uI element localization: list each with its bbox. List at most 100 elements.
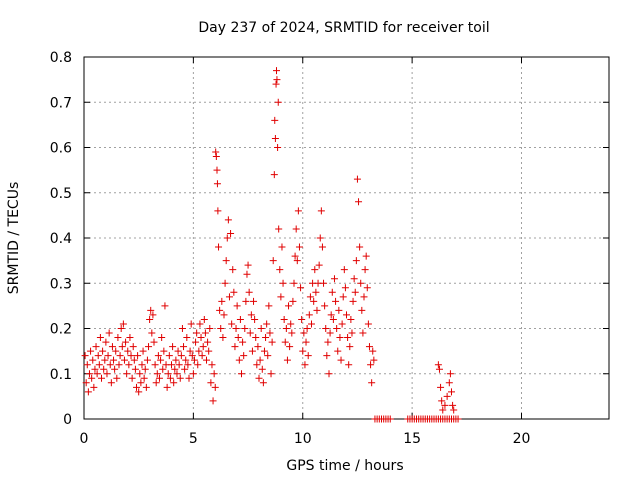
data-point	[114, 334, 122, 342]
data-point	[212, 148, 220, 156]
data-point	[310, 297, 318, 305]
data-point	[189, 370, 197, 378]
data-point	[313, 306, 321, 314]
data-point	[188, 352, 196, 360]
data-point	[81, 352, 89, 360]
data-point	[108, 343, 116, 351]
data-point	[335, 306, 343, 314]
data-point	[221, 279, 229, 287]
data-point	[306, 293, 314, 301]
data-point	[99, 347, 107, 355]
data-point	[130, 356, 138, 364]
data-point	[302, 338, 310, 346]
data-point	[363, 284, 371, 292]
data-point	[304, 352, 312, 360]
data-point	[330, 275, 338, 283]
data-point	[356, 243, 364, 251]
data-point	[273, 67, 280, 75]
data-point	[336, 334, 344, 342]
data-point	[364, 320, 372, 328]
data-point	[298, 315, 306, 323]
data-point	[357, 279, 365, 287]
data-point	[148, 329, 156, 337]
data-point	[324, 338, 332, 346]
data-point	[136, 370, 144, 378]
data-point	[113, 374, 121, 382]
data-point	[104, 352, 112, 360]
data-point	[210, 370, 218, 378]
data-point	[386, 415, 394, 423]
data-point	[439, 406, 447, 414]
data-point	[169, 343, 177, 351]
data-point	[355, 198, 363, 206]
data-point	[153, 370, 161, 378]
data-point	[274, 144, 282, 151]
data-point	[83, 361, 91, 369]
data-point	[170, 379, 178, 387]
data-point	[101, 356, 109, 364]
data-point	[449, 401, 457, 409]
data-point	[448, 388, 455, 396]
data-point	[89, 356, 97, 364]
data-point	[152, 379, 160, 387]
data-point	[234, 334, 242, 342]
data-point	[147, 306, 155, 314]
data-point	[213, 180, 221, 188]
data-point	[117, 325, 125, 332]
data-point	[268, 338, 276, 346]
data-point	[85, 370, 93, 378]
data-point	[214, 207, 222, 215]
data-point	[134, 352, 142, 360]
data-point	[285, 302, 293, 310]
y-tick-label: 0.1	[50, 367, 72, 383]
data-point	[212, 153, 220, 161]
data-point	[263, 320, 271, 328]
data-point	[228, 320, 236, 328]
y-tick-label: 0.3	[50, 276, 72, 292]
data-point	[175, 361, 183, 369]
data-point	[240, 352, 248, 360]
chart-title: Day 237 of 2024, SRMTID for receiver toi…	[198, 20, 489, 36]
data-point	[248, 347, 256, 355]
data-point	[172, 356, 180, 364]
data-point	[116, 352, 124, 360]
data-point	[293, 257, 301, 265]
data-point	[308, 320, 315, 328]
data-point	[94, 352, 102, 360]
data-point	[231, 343, 239, 351]
data-point	[201, 329, 209, 337]
data-point	[200, 315, 208, 323]
data-point	[365, 343, 373, 351]
y-tick-label: 0.8	[50, 50, 72, 66]
data-point	[163, 383, 171, 391]
data-point	[120, 356, 128, 364]
data-point	[271, 116, 279, 124]
data-point	[177, 352, 185, 360]
data-point	[84, 388, 92, 396]
y-tick-label: 0.7	[50, 95, 72, 111]
data-point	[353, 175, 361, 183]
data-point	[199, 343, 207, 351]
data-point	[264, 352, 272, 360]
data-point	[126, 334, 134, 342]
data-point	[107, 379, 115, 387]
data-point	[435, 365, 443, 373]
data-point	[295, 243, 303, 251]
data-point	[165, 352, 173, 360]
data-point	[185, 374, 193, 382]
data-point	[244, 261, 252, 269]
y-axis-label: SRMTID / TECUs	[6, 182, 22, 295]
data-point	[321, 302, 329, 310]
data-point	[348, 329, 356, 337]
data-point	[262, 334, 270, 342]
data-point	[176, 374, 184, 382]
data-point	[241, 325, 249, 332]
data-point	[123, 370, 131, 378]
data-point	[283, 356, 291, 364]
data-point	[242, 297, 250, 305]
data-point	[236, 315, 244, 323]
data-point	[273, 76, 281, 84]
data-point	[325, 370, 333, 378]
data-point	[207, 379, 215, 387]
data-point	[173, 370, 181, 378]
